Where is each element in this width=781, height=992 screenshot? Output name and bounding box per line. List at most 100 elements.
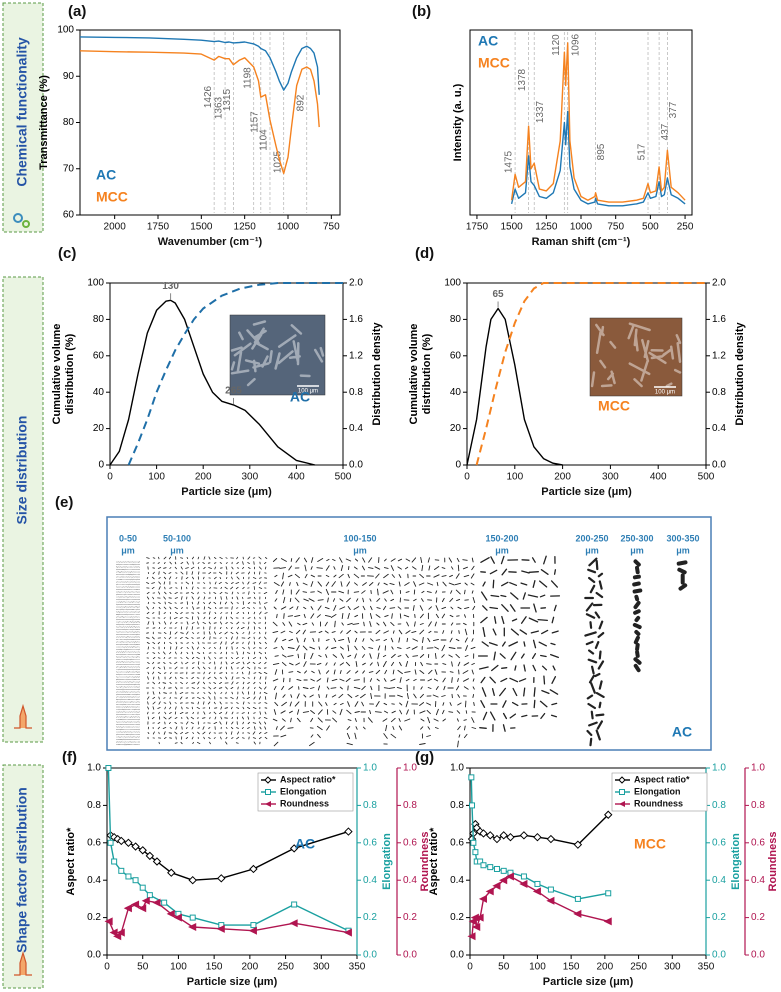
- section-label: Chemical functionality: [14, 37, 30, 187]
- y3-tick-label: 0.2: [751, 912, 765, 923]
- x-tick-label: 150: [563, 962, 580, 973]
- legend-entry: Aspect ratio*: [280, 774, 336, 784]
- peak-label: 130: [162, 281, 179, 292]
- x-tick-label: 300: [313, 962, 330, 973]
- distribution-icon: [14, 950, 32, 976]
- size-bin-label: 300-350: [666, 533, 699, 543]
- point-marker: [505, 872, 514, 881]
- series-line: [475, 282, 706, 466]
- x-tick-label: 100: [148, 472, 165, 483]
- series-line: [79, 50, 320, 175]
- particle-silhouette: [263, 557, 268, 740]
- point-marker: [547, 886, 554, 893]
- inset-texture: [230, 320, 325, 387]
- y3-axis-label: Roundness: [767, 832, 779, 892]
- point-marker: [289, 844, 299, 853]
- x-tick-label: 100: [170, 962, 187, 973]
- point-marker: [117, 836, 126, 846]
- point-marker: [188, 922, 197, 931]
- x-tick-label: 50: [137, 962, 149, 973]
- legend-entry: Roundness: [280, 798, 329, 808]
- x-tick-label: 100: [506, 472, 523, 483]
- x-tick-label: 200: [554, 472, 571, 483]
- point-marker: [343, 928, 352, 937]
- point-marker: [468, 774, 475, 781]
- plot-frame: [109, 282, 344, 466]
- y-tick-label: 80: [63, 117, 75, 128]
- size-bin-label: 100-150: [343, 533, 376, 543]
- point-marker: [499, 831, 508, 840]
- y-axis-label: distribution (%): [64, 333, 76, 414]
- y2-tick-label: 0.8: [349, 387, 363, 398]
- section-box: [2, 764, 44, 989]
- particle-silhouette: [454, 557, 462, 748]
- size-bin-label: μm: [585, 545, 599, 555]
- y-axis-label: Intensity (a. u.): [452, 83, 464, 161]
- size-bin-label: 250-300: [620, 533, 653, 543]
- y-tick-label: 60: [450, 350, 462, 361]
- point-marker: [487, 864, 494, 871]
- y3-tick-label: 0.0: [403, 950, 417, 961]
- y2-axis-label: Elongation: [730, 833, 742, 890]
- panel-letter: (b): [412, 3, 431, 20]
- y2-tick-label: 0.8: [712, 800, 726, 811]
- x-tick-label: 250: [677, 222, 694, 233]
- series-line: [510, 42, 686, 203]
- y2-tick-label: 2.0: [712, 278, 726, 289]
- x-tick-label: 200: [195, 472, 212, 483]
- y2-tick-label: 0.6: [712, 837, 726, 848]
- x-axis-label: Wavenumber (cm⁻¹): [158, 236, 263, 248]
- particle-silhouette: [258, 556, 263, 745]
- y3-tick-label: 1.0: [403, 763, 417, 774]
- particle-silhouette: [130, 561, 132, 745]
- point-marker: [519, 879, 528, 888]
- x-tick-label: 1500: [501, 222, 524, 233]
- point-marker: [519, 831, 529, 840]
- legend-marker: [619, 801, 625, 807]
- chart-panel: (f) 0 50 100 150 200 250 300 350 Particle size (μ…: [62, 749, 431, 988]
- point-marker: [506, 832, 515, 842]
- y-axis-label: Transmittance (%): [38, 75, 50, 170]
- x-tick-label: 750: [323, 222, 340, 233]
- y-tick-label: 0.0: [87, 950, 101, 961]
- point-marker: [492, 834, 502, 844]
- particle-silhouette: [396, 558, 403, 731]
- particle-silhouette: [440, 557, 447, 722]
- y2-tick-label: 0.8: [363, 800, 377, 811]
- point-marker: [125, 873, 132, 880]
- y2-tick-label: 0.6: [363, 837, 377, 848]
- peak-label: 517: [637, 143, 648, 160]
- x-tick-label: 400: [288, 472, 305, 483]
- legend-entry: Elongation: [280, 786, 327, 796]
- y-tick-label: 0.2: [87, 912, 101, 923]
- x-tick-label: 1250: [234, 222, 257, 233]
- point-marker: [289, 919, 298, 928]
- y-tick-label: 40: [450, 387, 462, 398]
- particle-silhouette: [403, 558, 411, 722]
- point-marker: [111, 858, 118, 865]
- x-tick-label: 500: [335, 472, 352, 483]
- point-marker: [138, 846, 147, 855]
- particle-silhouette: [151, 557, 156, 739]
- y2-axis-label: Elongation: [381, 833, 393, 890]
- y2-tick-label: 0.4: [349, 423, 363, 434]
- point-marker: [113, 932, 122, 941]
- point-marker: [124, 838, 133, 848]
- y2-tick-label: 0.0: [349, 460, 363, 471]
- y-tick-label: 0.8: [87, 800, 101, 811]
- particle-silhouette: [235, 556, 240, 744]
- y2-tick-label: 0.2: [712, 912, 726, 923]
- particle-silhouette: [124, 561, 126, 746]
- x-tick-label: 250: [630, 962, 647, 973]
- point-marker: [107, 839, 114, 846]
- panel-letter: (d): [415, 245, 434, 262]
- section-icon: [13, 213, 30, 228]
- panel-letter: (f): [62, 749, 77, 766]
- peak-label: 437: [660, 123, 671, 140]
- series-line: [127, 282, 343, 466]
- point-marker: [188, 875, 197, 885]
- section-icon: [14, 703, 32, 976]
- x-axis-label: Particle size (μm): [181, 486, 272, 498]
- particle-silhouette: [499, 555, 509, 732]
